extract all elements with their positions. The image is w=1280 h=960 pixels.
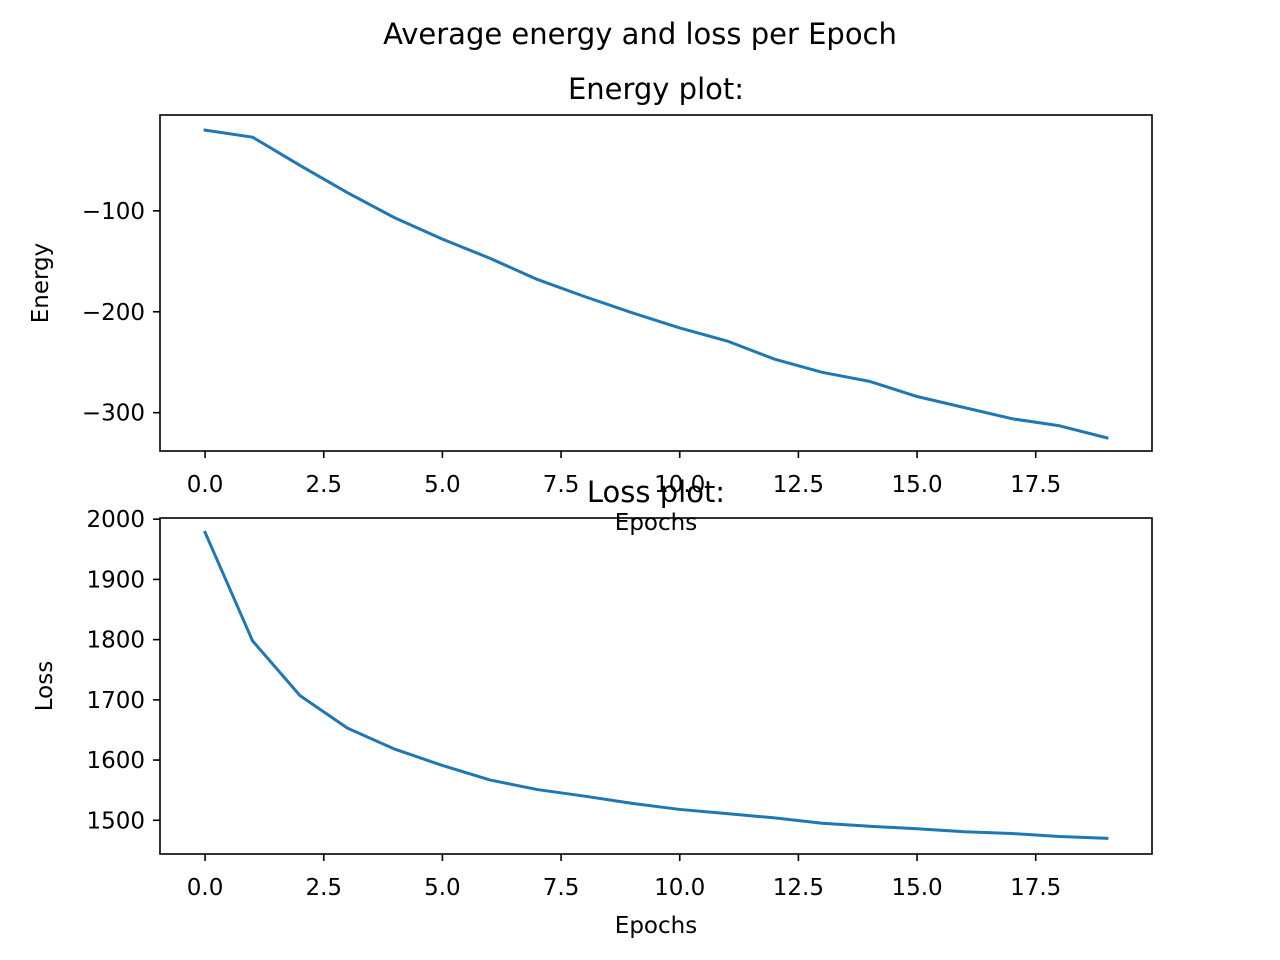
loss-x-tick-label: 17.5 bbox=[1010, 875, 1061, 901]
energy-x-tick-label: 7.5 bbox=[543, 472, 580, 498]
loss-plot-frame bbox=[159, 517, 1153, 855]
loss-y-tick-label: 1800 bbox=[86, 628, 145, 654]
loss-x-tick-label: 15.0 bbox=[891, 875, 942, 901]
loss-x-tick-label: 10.0 bbox=[654, 875, 705, 901]
loss-x-tick-label: 5.0 bbox=[424, 875, 461, 901]
loss-x-tick-label: 7.5 bbox=[543, 875, 580, 901]
energy-series-line bbox=[203, 128, 1109, 440]
energy-y-tick-label: −100 bbox=[82, 199, 145, 225]
loss-y-tick-label: 1700 bbox=[86, 688, 145, 714]
loss-x-axis-label: Epochs bbox=[615, 913, 697, 939]
loss-axes: 0.0 2.5 5.0 7.5 10.0 12.5 15.0 17.5 1500 1600 1700… bbox=[32, 475, 1153, 939]
energy-y-axis-label: Energy bbox=[28, 243, 54, 324]
energy-x-tick-label: 5.0 bbox=[424, 472, 461, 498]
energy-x-tick-label: 12.5 bbox=[773, 472, 824, 498]
loss-y-tick-label: 1500 bbox=[86, 808, 145, 834]
energy-x-tick-label: 10.0 bbox=[654, 472, 705, 498]
energy-y-tick-label: −200 bbox=[82, 300, 145, 326]
figure-suptitle: Average energy and loss per Epoch bbox=[383, 17, 897, 51]
energy-y-tick-label: −300 bbox=[82, 401, 145, 427]
loss-x-tick-label: 0.0 bbox=[187, 875, 224, 901]
axes-container: 0.0 2.5 5.0 7.5 10.0 12.5 15.0 17.5 −100 −200 −300… bbox=[28, 72, 1153, 939]
energy-x-tick-label: 2.5 bbox=[305, 472, 342, 498]
energy-x-tick-label: 15.0 bbox=[891, 472, 942, 498]
loss-y-axis-label: Loss bbox=[32, 661, 58, 711]
loss-y-tick-label: 2000 bbox=[86, 507, 145, 533]
loss-x-tick-label: 12.5 bbox=[773, 875, 824, 901]
loss-plot-title: Loss plot: bbox=[587, 475, 725, 509]
energy-x-axis-label: Epochs bbox=[615, 510, 697, 536]
energy-plot-frame bbox=[159, 114, 1153, 452]
energy-x-tick-label: 0.0 bbox=[187, 472, 224, 498]
energy-x-tick-label: 17.5 bbox=[1010, 472, 1061, 498]
loss-x-tick-label: 2.5 bbox=[305, 875, 342, 901]
loss-y-tick-label: 1600 bbox=[86, 748, 145, 774]
energy-axes: 0.0 2.5 5.0 7.5 10.0 12.5 15.0 17.5 −100 −200 −300… bbox=[28, 72, 1153, 536]
energy-plot-title: Energy plot: bbox=[568, 72, 744, 106]
loss-series-line bbox=[203, 530, 1109, 840]
loss-y-tick-label: 1900 bbox=[86, 567, 145, 593]
